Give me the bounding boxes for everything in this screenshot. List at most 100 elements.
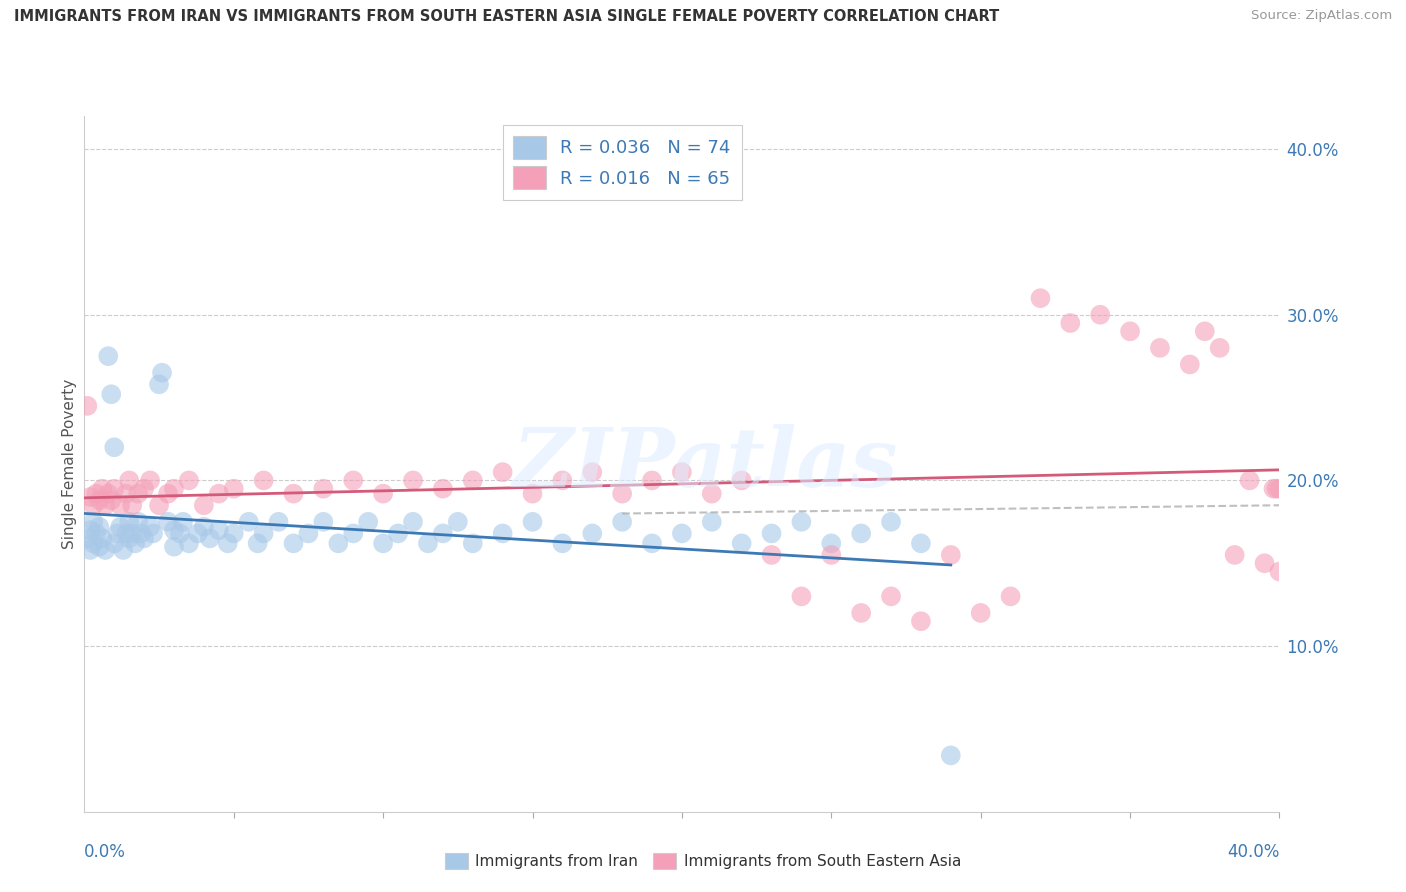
Point (283, 486, 305, 500)
Point (132, 482, 156, 496)
Point (461, 536, 484, 550)
Point (1268, 482, 1291, 496)
Point (121, 498, 143, 512)
Point (76, 532, 98, 546)
Point (297, 526, 319, 541)
Point (880, 590, 903, 604)
Y-axis label: Single Female Poverty: Single Female Poverty (62, 379, 77, 549)
Point (402, 474, 425, 488)
Point (187, 526, 209, 541)
Point (1029, 291, 1052, 305)
Point (118, 515, 141, 529)
Point (849, 606, 872, 620)
Point (342, 474, 364, 488)
Point (1265, 482, 1288, 496)
Point (118, 532, 141, 546)
Point (1253, 556, 1275, 570)
Point (1059, 316, 1081, 330)
Point (790, 515, 813, 529)
Point (79, 523, 101, 537)
Point (671, 465, 693, 479)
Point (142, 526, 165, 541)
Point (939, 548, 962, 562)
Point (110, 520, 132, 534)
Point (342, 526, 364, 541)
Point (371, 486, 394, 500)
Point (461, 474, 484, 488)
Point (761, 526, 783, 541)
Point (312, 482, 335, 496)
Point (121, 526, 143, 541)
Point (127, 486, 149, 500)
Point (238, 515, 260, 529)
Point (641, 536, 664, 550)
Point (103, 440, 125, 454)
Point (94, 498, 117, 512)
Point (312, 515, 335, 529)
Point (139, 474, 162, 488)
Point (127, 515, 149, 529)
Point (91, 532, 114, 546)
Point (100, 387, 122, 401)
Point (416, 536, 439, 550)
Point (267, 515, 290, 529)
Point (129, 526, 152, 541)
Point (94, 543, 117, 558)
Text: ZIPatlas: ZIPatlas (513, 424, 898, 504)
Point (118, 474, 141, 488)
Point (177, 536, 200, 550)
Point (357, 515, 380, 529)
Point (492, 526, 515, 541)
Point (148, 498, 170, 512)
Point (86, 486, 108, 500)
Point (790, 590, 813, 604)
Point (1268, 565, 1291, 579)
Point (641, 474, 664, 488)
Point (89, 493, 111, 508)
Point (110, 498, 132, 512)
Point (169, 526, 191, 541)
Point (82, 536, 104, 550)
Point (222, 526, 245, 541)
Point (328, 536, 350, 550)
Point (82, 515, 104, 529)
Point (208, 523, 231, 537)
Point (91, 482, 114, 496)
Point (157, 515, 180, 529)
Legend: R = 0.036   N = 74, R = 0.016   N = 65: R = 0.036 N = 74, R = 0.016 N = 65 (503, 125, 741, 201)
Point (112, 543, 135, 558)
Point (97, 486, 120, 500)
Point (522, 515, 544, 529)
Point (910, 536, 932, 550)
Point (432, 482, 454, 496)
Point (581, 526, 603, 541)
Point (1178, 358, 1201, 372)
Point (115, 486, 138, 500)
Point (89, 540, 111, 554)
Point (163, 540, 186, 554)
Point (208, 486, 231, 500)
Point (1194, 324, 1216, 338)
Point (402, 515, 425, 529)
Point (1149, 341, 1171, 355)
Point (551, 536, 574, 550)
Point (1000, 590, 1022, 604)
Point (148, 377, 170, 392)
Point (820, 536, 842, 550)
Point (79, 490, 101, 504)
Point (79, 543, 101, 558)
Point (253, 526, 276, 541)
Point (163, 523, 186, 537)
Point (105, 526, 128, 541)
Point (610, 515, 633, 529)
Point (198, 532, 221, 546)
Point (139, 520, 162, 534)
Point (731, 474, 754, 488)
Point (1088, 308, 1111, 322)
Point (671, 526, 693, 541)
Point (222, 482, 245, 496)
Point (581, 465, 603, 479)
Point (1239, 474, 1261, 488)
Point (157, 486, 180, 500)
Point (253, 474, 276, 488)
